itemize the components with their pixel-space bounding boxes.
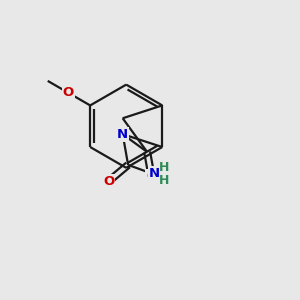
Text: O: O	[146, 170, 157, 183]
Text: O: O	[63, 86, 74, 99]
Text: N: N	[117, 128, 128, 141]
Text: H: H	[159, 174, 169, 187]
Text: H: H	[159, 160, 169, 173]
Text: O: O	[103, 175, 114, 188]
Text: N: N	[149, 167, 160, 180]
